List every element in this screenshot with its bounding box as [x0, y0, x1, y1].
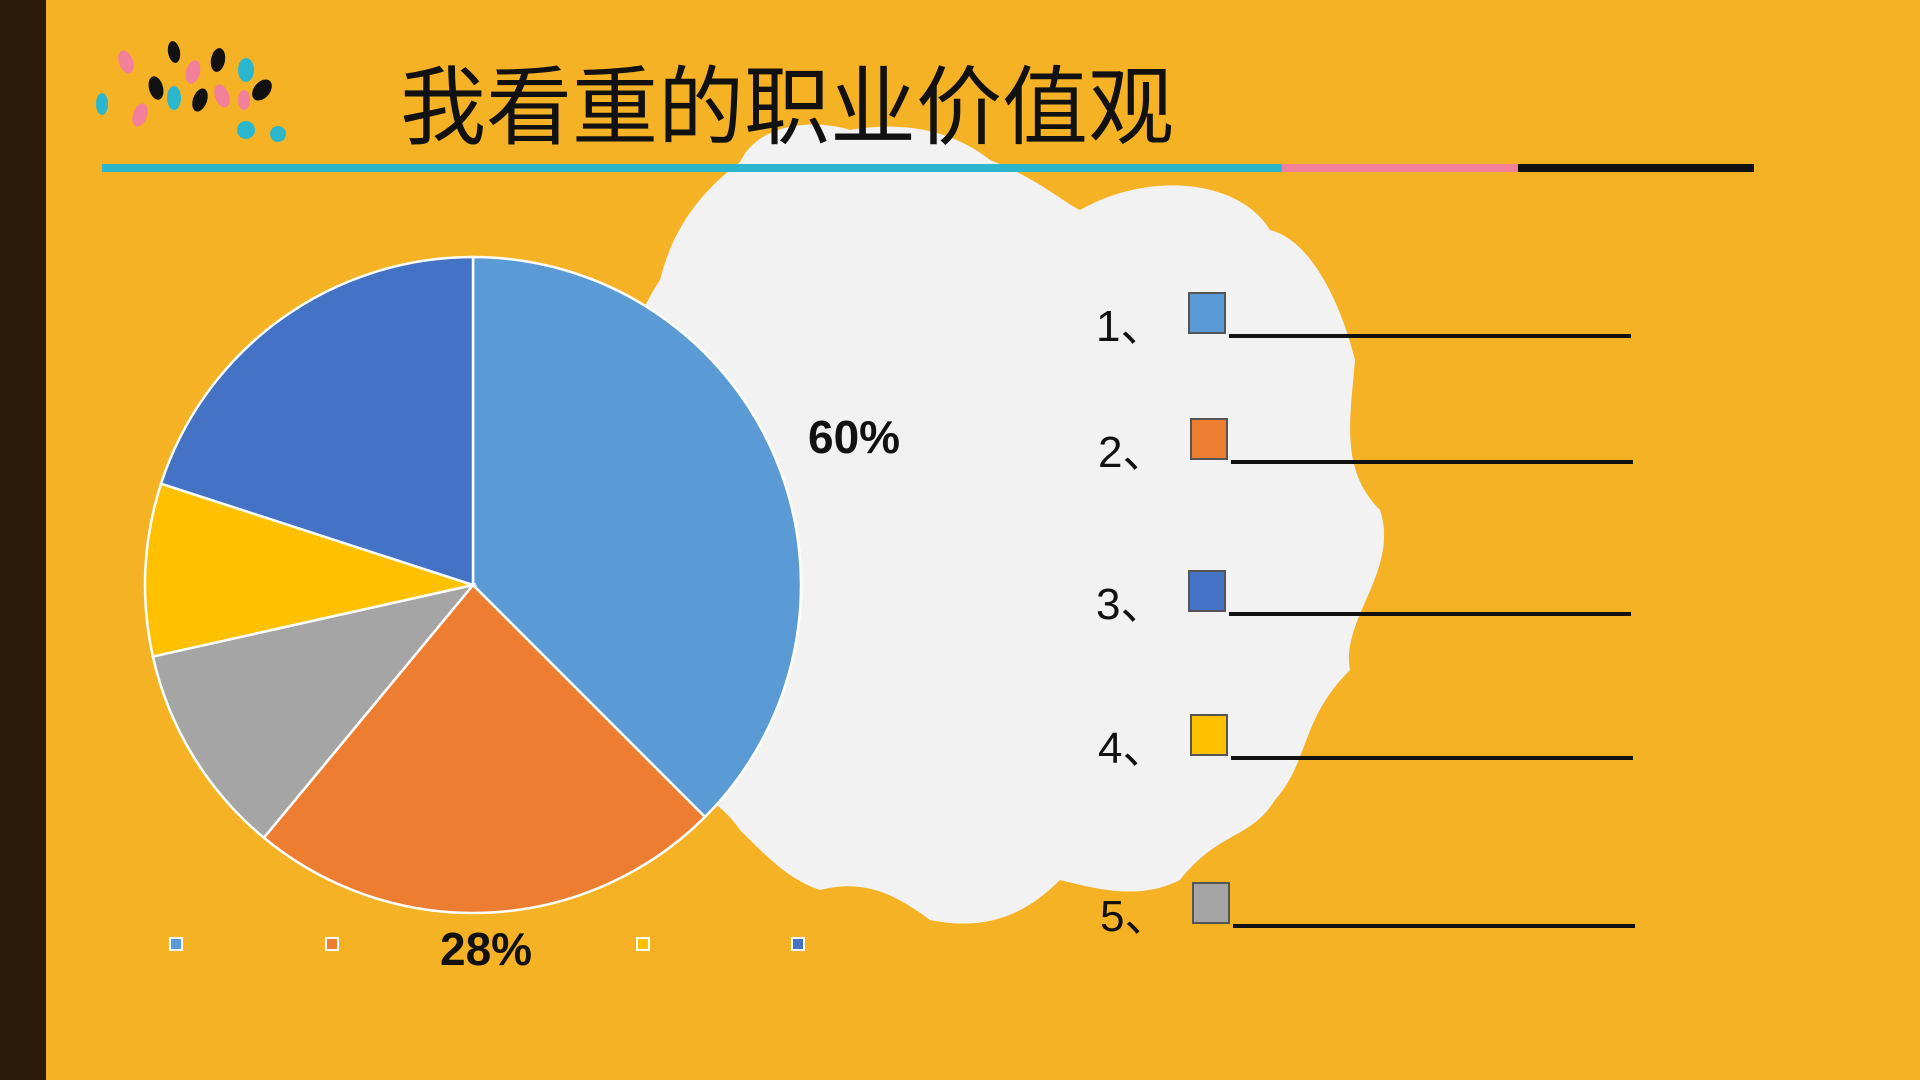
legend-swatch: [1188, 292, 1226, 334]
legend-number: 2、: [1098, 428, 1167, 477]
title-rule-black: [1518, 164, 1754, 172]
fill-in-blank-line: [1229, 334, 1631, 338]
pie-slice-1: [471, 255, 803, 819]
pie-slice-4: [143, 482, 478, 659]
fill-in-blank-line: [1231, 460, 1633, 464]
fill-in-blank-line: [1231, 756, 1633, 760]
legend-marker-2: [325, 937, 339, 951]
legend-marker-1: [169, 937, 183, 951]
left-accent-bar: [0, 0, 46, 1080]
legend-swatch: [1188, 570, 1226, 612]
legend-number: 4、: [1098, 724, 1167, 773]
legend-swatch: [1192, 882, 1230, 924]
legend-swatch: [1190, 714, 1228, 756]
legend-number: 3、: [1096, 580, 1165, 629]
title-rule-blue: [102, 164, 1282, 172]
legend-number: 5、: [1100, 892, 1169, 941]
pie-slice-5: [159, 255, 475, 587]
legend-swatch: [1190, 418, 1228, 460]
fill-in-blank-line: [1233, 924, 1635, 928]
fill-in-blank-line: [1229, 612, 1631, 616]
confetti-logo-icon: [96, 41, 286, 142]
legend-marker-3: [636, 937, 650, 951]
title-rule-pink: [1282, 164, 1518, 172]
data-label-28: 28%: [440, 923, 533, 975]
pie-slice-3: [151, 582, 477, 840]
legend-number: 1、: [1096, 302, 1165, 351]
slide-title: 我看重的职业价值观: [400, 58, 1174, 158]
data-label-60: 60%: [808, 411, 901, 463]
legend-marker-4: [791, 937, 805, 951]
pie-slice-2: [262, 583, 707, 915]
